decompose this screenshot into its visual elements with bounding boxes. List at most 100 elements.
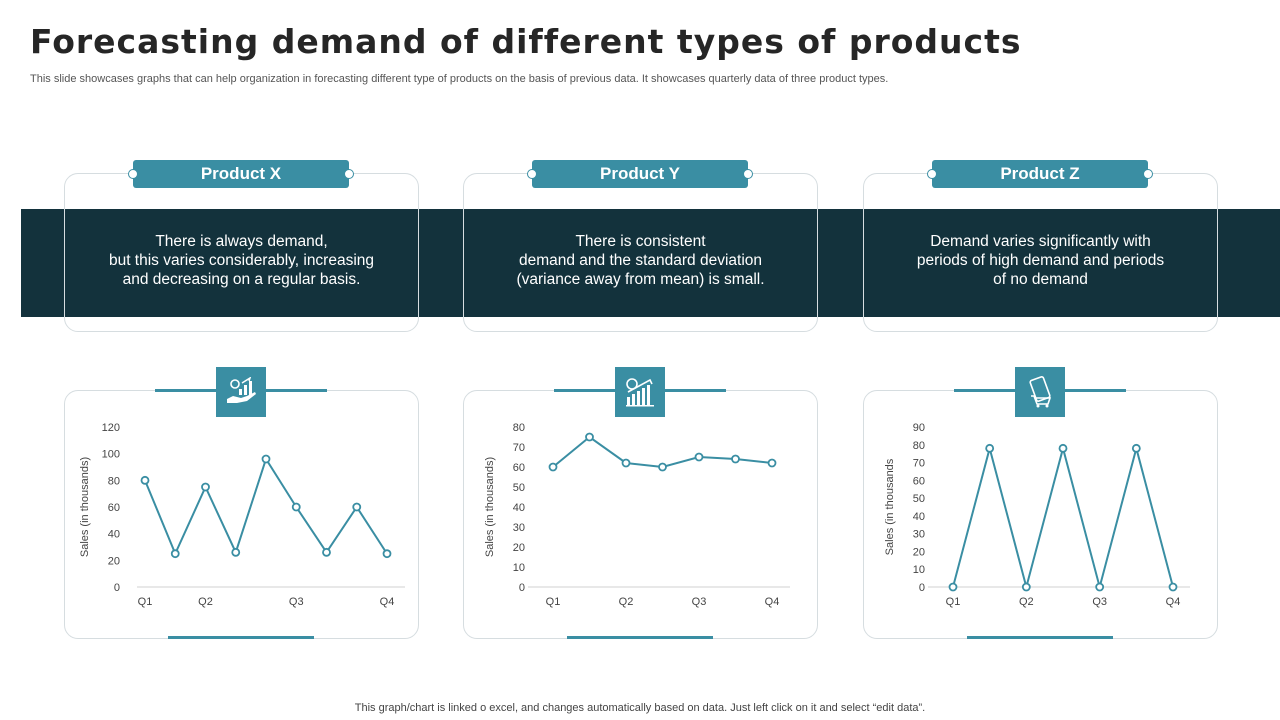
product-x-label: Product X	[128, 160, 354, 188]
data-point	[948, 582, 958, 592]
series-line	[952, 444, 1174, 591]
description-line: There is always demand,	[155, 233, 328, 250]
data-point	[261, 454, 271, 464]
data-point	[585, 432, 594, 442]
data-point	[322, 547, 331, 557]
product-z-description: Demand varies significantly with periods…	[863, 232, 1218, 289]
connector-dot	[527, 169, 537, 179]
accent-line	[567, 636, 713, 639]
product-y-label: Product Y	[527, 160, 753, 188]
y-tick-label: 100	[102, 449, 120, 461]
y-tick-label: 120	[102, 422, 120, 434]
product-z-label-text: Product Z	[1000, 164, 1080, 183]
page-title: Forecasting demand of different types of…	[30, 22, 1022, 61]
y-tick-label: 60	[913, 475, 925, 487]
product-x-line-chart: 0 20 40 60 80 100 120 Sales (in thousands) Q1 Q2 Q…	[79, 422, 405, 608]
y-tick-label: 60	[513, 462, 525, 474]
description-line: and decreasing on a regular basis.	[122, 271, 361, 288]
series-line	[552, 435, 773, 469]
series-line	[144, 456, 388, 557]
data-point	[731, 454, 740, 464]
y-tick-label: 0	[519, 582, 525, 594]
product-z-chart-card	[863, 390, 1218, 639]
data-point	[352, 502, 362, 512]
mobile-shopping-icon	[1015, 367, 1065, 417]
y-tick-label: 0	[919, 582, 925, 594]
data-point	[382, 549, 392, 559]
data-point	[1131, 443, 1141, 453]
description-line: There is consistent	[575, 233, 706, 250]
data-point	[694, 452, 704, 462]
data-point	[1095, 582, 1105, 592]
data-point	[291, 502, 301, 512]
y-tick-label: 0	[114, 582, 120, 594]
y-tick-label: 30	[513, 522, 525, 534]
y-tick-label: 50	[913, 493, 925, 505]
description-line: Demand varies significantly with	[930, 233, 1151, 250]
x-tick-label: Q4	[765, 596, 780, 608]
y-tick-label: 70	[913, 458, 925, 470]
data-point	[231, 547, 241, 557]
y-tick-label: 40	[108, 529, 120, 541]
y-tick-label: 40	[913, 511, 925, 523]
y-tick-label: 80	[513, 422, 525, 434]
x-tick-label: Q4	[1166, 596, 1181, 608]
data-point	[985, 443, 995, 453]
y-tick-label: 10	[913, 564, 925, 576]
y-tick-label: 70	[513, 442, 525, 454]
description-line: periods of high demand and periods	[916, 252, 1165, 269]
description-line: (variance away from mean) is small.	[516, 271, 765, 288]
data-point	[201, 482, 210, 492]
y-tick-label: 10	[513, 562, 525, 574]
y-tick-label: 20	[513, 542, 525, 554]
hand-money-growth-icon	[216, 367, 266, 417]
data-point	[1168, 582, 1178, 592]
product-y-chart-card	[463, 390, 818, 639]
product-z-label: Product Z	[927, 160, 1153, 188]
y-tick-label: 80	[108, 475, 120, 487]
connector-dot	[344, 169, 354, 179]
data-point	[140, 475, 150, 485]
connector-dot	[743, 169, 753, 179]
x-tick-label: Q3	[692, 596, 707, 608]
product-y-description: There is consistent demand and the stand…	[463, 232, 818, 289]
connector-dot	[128, 169, 138, 179]
y-axis-label: Sales (in thousands)	[79, 457, 91, 557]
description-band	[21, 209, 1280, 317]
y-axis-label: Sales (in thousands)	[484, 457, 496, 557]
data-point	[658, 462, 667, 472]
product-z-line-chart: 0 10 20 30 40 50 60 70 80 90 Sales (in thousands Q1…	[884, 422, 1190, 608]
y-tick-label: 90	[913, 422, 925, 434]
accent-line	[168, 636, 314, 639]
data-point	[170, 549, 180, 559]
x-tick-label: Q1	[946, 596, 961, 608]
growth-chart-icon	[615, 367, 665, 417]
x-tick-label: Q2	[1019, 596, 1034, 608]
x-tick-label: Q1	[546, 596, 561, 608]
data-point	[621, 458, 631, 468]
y-axis-label: Sales (in thousands	[884, 458, 896, 555]
y-tick-label: 30	[913, 529, 925, 541]
footer-note: This graph/chart is linked o excel, and …	[354, 702, 926, 714]
accent-line	[967, 636, 1113, 639]
page-subtitle: This slide showcases graphs that can hel…	[30, 73, 889, 85]
y-tick-label: 40	[513, 502, 525, 514]
data-point	[1058, 443, 1068, 453]
y-tick-label: 60	[108, 502, 120, 514]
product-y-line-chart: 0 10 20 30 40 50 60 70 80 Sales (in thousands) Q1 Q…	[484, 422, 790, 608]
product-x-label-text: Product X	[200, 164, 282, 183]
y-tick-label: 20	[108, 555, 120, 567]
data-point	[548, 462, 558, 472]
data-point	[1021, 582, 1031, 592]
description-line: of no demand	[993, 271, 1088, 288]
y-tick-label: 20	[913, 546, 925, 558]
product-x-description: There is always demand, but this varies …	[64, 232, 419, 289]
description-line: demand and the standard deviation	[518, 252, 762, 269]
x-tick-label: Q2	[198, 596, 213, 608]
connector-dot	[927, 169, 937, 179]
product-y-label-text: Product Y	[600, 164, 680, 183]
connector-dot	[1143, 169, 1153, 179]
x-tick-label: Q1	[138, 596, 153, 608]
x-tick-label: Q3	[289, 596, 304, 608]
x-tick-label: Q2	[619, 596, 634, 608]
